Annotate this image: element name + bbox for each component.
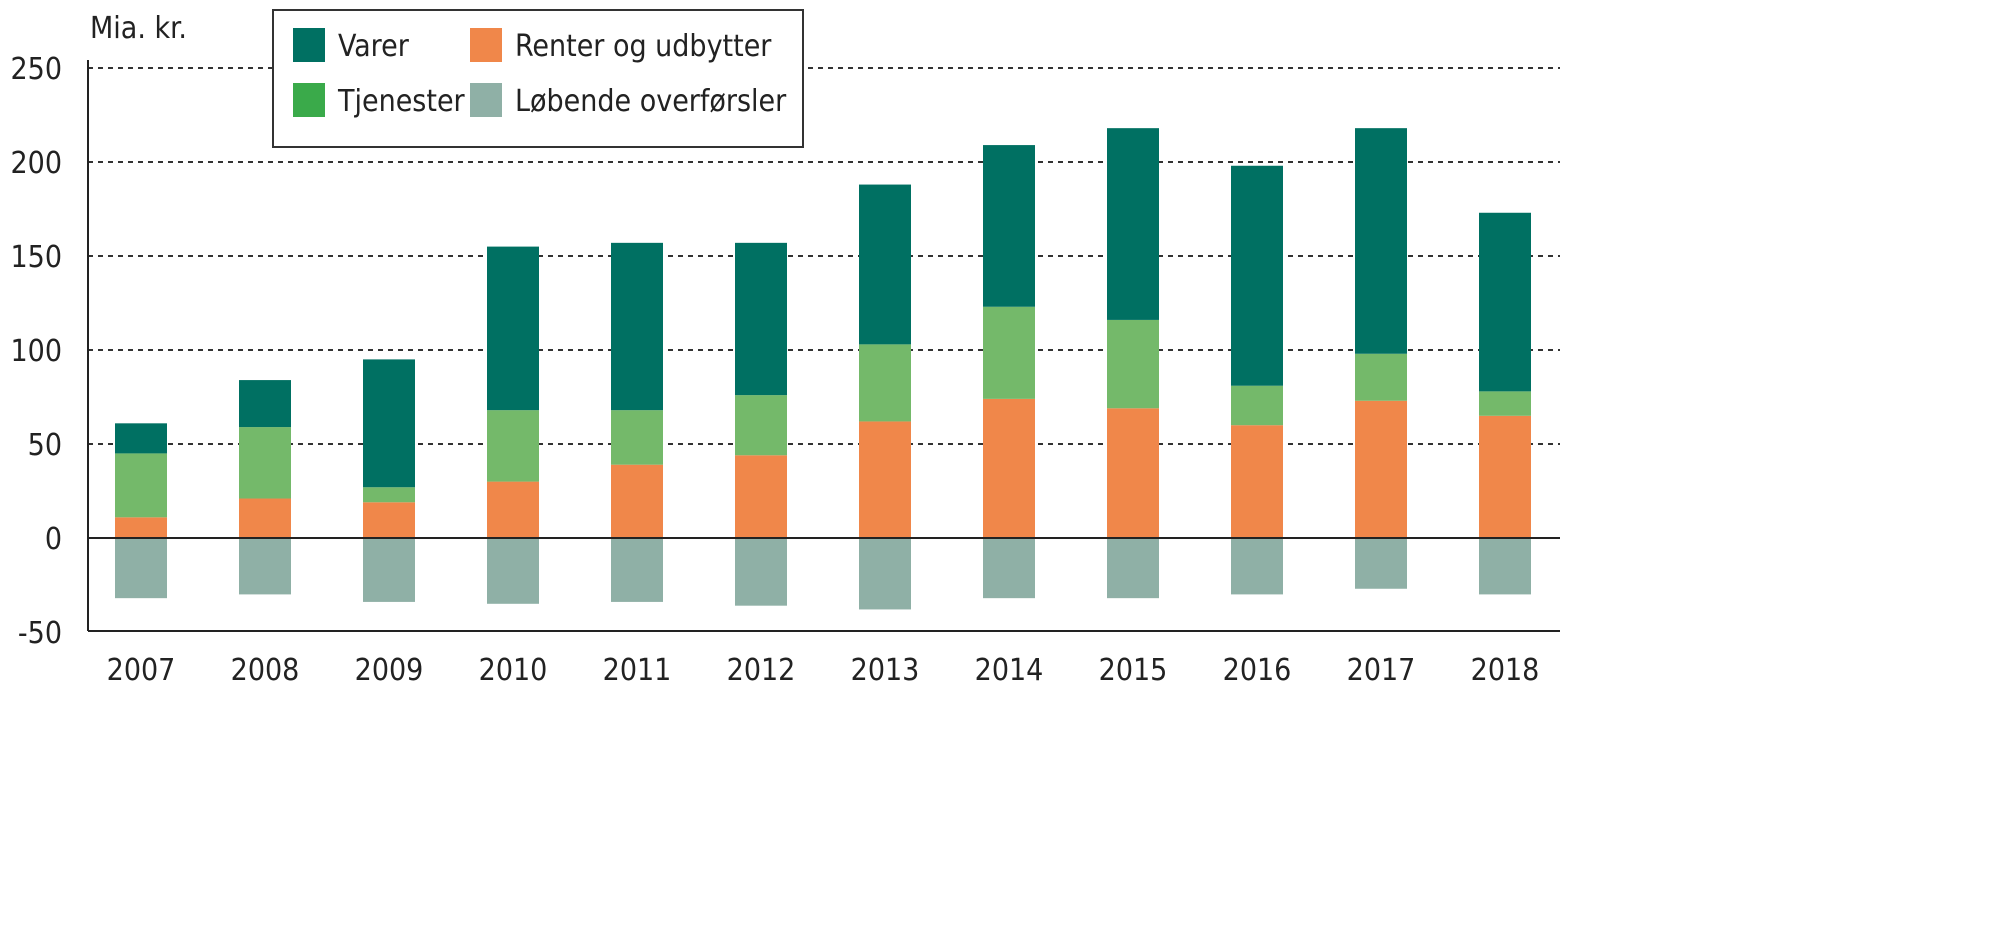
- legend-label: Varer: [338, 29, 410, 64]
- bar-segment: [239, 427, 291, 499]
- bar-segment: [1479, 391, 1531, 416]
- legend-label: Renter og udbytter: [515, 29, 772, 64]
- bar-segment: [611, 464, 663, 538]
- bar-segment: [1107, 538, 1159, 599]
- x-tick-label: 2010: [479, 653, 548, 688]
- bar-segment: [115, 538, 167, 599]
- bar-segment: [1355, 353, 1407, 401]
- bar-segment: [487, 410, 539, 482]
- bar-segment: [735, 455, 787, 538]
- bar-segment: [239, 538, 291, 595]
- legend-swatch: [470, 83, 502, 117]
- bar-segment: [115, 453, 167, 518]
- bar-segment: [1107, 128, 1159, 320]
- bar-segment: [1479, 415, 1531, 538]
- bar-segment: [115, 423, 167, 454]
- bar-segment: [363, 359, 415, 488]
- bar-segment: [1479, 538, 1531, 595]
- x-tick-label: 2017: [1347, 653, 1416, 688]
- bar-segment: [611, 242, 663, 411]
- bar-segment: [983, 145, 1035, 307]
- x-tick-label: 2012: [727, 653, 796, 688]
- x-tick-label: 2007: [107, 653, 176, 688]
- bar-segment: [115, 517, 167, 538]
- bar-segment: [859, 421, 911, 538]
- y-tick-label: 250: [10, 52, 62, 87]
- bar-segment: [735, 538, 787, 606]
- x-tick-label: 2016: [1223, 653, 1292, 688]
- y-tick-label: -50: [18, 616, 62, 651]
- y-tick-label: 0: [45, 522, 62, 557]
- bar-segment: [363, 487, 415, 503]
- x-tick-label: 2014: [975, 653, 1044, 688]
- x-tick-label: 2008: [231, 653, 300, 688]
- bar-segment: [1107, 408, 1159, 538]
- bar-segment: [983, 538, 1035, 599]
- bar-segment: [1355, 538, 1407, 589]
- x-tick-label: 2013: [851, 653, 920, 688]
- y-tick-label: 50: [28, 428, 62, 463]
- bar-segment: [1231, 385, 1283, 426]
- bar-segment: [487, 538, 539, 604]
- bar-segment: [1355, 128, 1407, 354]
- bar-segment: [363, 538, 415, 602]
- bar-segment: [239, 498, 291, 538]
- bar-segment: [1107, 319, 1159, 409]
- bar-segment: [611, 538, 663, 602]
- bar-segment: [1231, 425, 1283, 538]
- bar-segment: [735, 395, 787, 456]
- x-tick-label: 2018: [1471, 653, 1540, 688]
- bar-segment: [611, 410, 663, 465]
- bar-segment: [1231, 538, 1283, 595]
- x-tick-label: 2011: [603, 653, 672, 688]
- legend-swatch: [470, 28, 502, 62]
- y-axis-label: Mia. kr.: [90, 11, 187, 46]
- bar-segment: [487, 246, 539, 411]
- x-tick-label: 2015: [1099, 653, 1168, 688]
- bar-segment: [859, 344, 911, 422]
- bar-segment: [1355, 400, 1407, 538]
- bar-segment: [1479, 212, 1531, 392]
- bar-segment: [487, 481, 539, 538]
- bar-segment: [363, 502, 415, 538]
- x-tick-label: 2009: [355, 653, 424, 688]
- legend-label: Tjenester: [337, 84, 466, 119]
- bar-segment: [735, 242, 787, 396]
- bar-segment: [983, 398, 1035, 538]
- legend-swatch: [293, 83, 325, 117]
- bar-segment: [239, 380, 291, 428]
- bar-segment: [859, 184, 911, 345]
- bar-segment: [1231, 165, 1283, 386]
- y-tick-label: 100: [10, 334, 62, 369]
- legend: Varer Renter og udbytter Tjenester Løbende …: [272, 9, 804, 148]
- bar-segment: [983, 306, 1035, 399]
- legend-swatch: [293, 28, 325, 62]
- bar-segment: [859, 538, 911, 610]
- legend-label: Løbende overførsler: [515, 84, 787, 119]
- y-tick-label: 150: [10, 240, 62, 275]
- y-tick-label: 200: [10, 146, 62, 181]
